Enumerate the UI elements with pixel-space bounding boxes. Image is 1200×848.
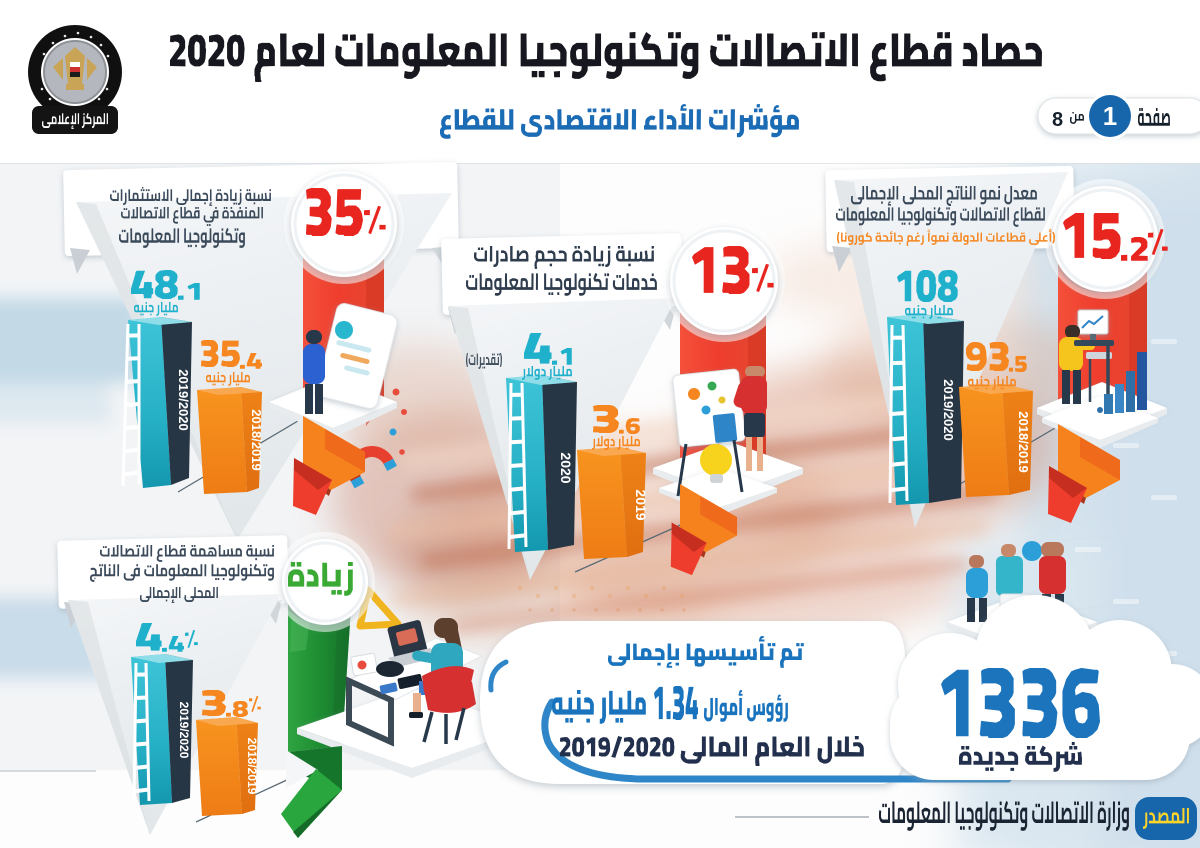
svg-text:2018/2019: 2018/2019 (249, 409, 264, 470)
svg-text:2019: 2019 (633, 489, 649, 520)
svg-text:2019/2020: 2019/2020 (176, 369, 191, 430)
svg-text:2019/2020: 2019/2020 (941, 379, 956, 440)
svg-text:2018/2019: 2018/2019 (245, 738, 259, 795)
svg-text:2018/2019: 2018/2019 (1016, 411, 1031, 472)
svg-text:2019/2020: 2019/2020 (177, 702, 191, 759)
svg-text:1: 1 (1103, 101, 1117, 131)
svg-text:8: 8 (1052, 109, 1063, 131)
svg-text:2020: 2020 (558, 452, 574, 483)
